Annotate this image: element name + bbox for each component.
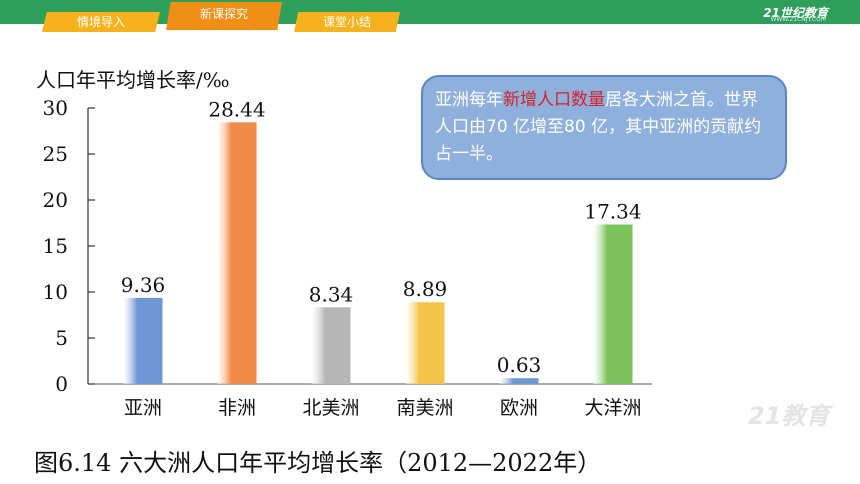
tab-summary[interactable]: 课堂小结 (294, 12, 400, 32)
watermark: 21教育 (748, 402, 830, 430)
callout-highlight: 新增人口数量 (503, 90, 605, 110)
bar-0 (123, 297, 163, 384)
y-axis: 0 5 10 15 20 25 30 (43, 96, 652, 396)
figure-caption: 图6.14 六大洲人口年平均增长率（2012—2022年） (34, 449, 602, 477)
category-label: 南美洲 (396, 397, 453, 419)
bar-value-label: 17.34 (584, 199, 641, 223)
y-tick-label: 0 (55, 372, 68, 396)
y-tick-label: 20 (43, 188, 68, 212)
category-label: 北美洲 (302, 397, 359, 419)
bar-3 (405, 302, 445, 384)
bar-5 (593, 224, 633, 384)
callout-box: 亚洲每年新增人口数量居各大洲之首。世界人口由70 亿增至80 亿，其中亚洲的贡献… (421, 75, 787, 180)
y-tick-label: 15 (43, 234, 68, 258)
bar-value-label: 9.36 (121, 273, 166, 297)
bar-value-label: 28.44 (208, 97, 265, 121)
bar-value-label: 0.63 (497, 353, 542, 377)
y-tick-label: 5 (55, 326, 68, 350)
y-tick-label: 25 (43, 142, 68, 166)
category-label: 亚洲 (124, 397, 162, 419)
bar-value-label: 8.89 (403, 277, 448, 301)
callout-text-post: 居各大洲之首。世界人口由70 亿增至80 亿，其中亚洲的贡献约占一半。 (435, 90, 762, 164)
category-label: 大洋洲 (584, 397, 641, 419)
bar-chart: 0 5 10 15 20 25 30 9.36 亚洲 28.44 非洲 8.34 北美洲 8.89 南美洲… (43, 96, 652, 419)
bar-2 (311, 307, 351, 384)
y-tick-label: 30 (43, 96, 68, 120)
bar-1 (217, 122, 257, 385)
brand-subtitle: WWW.21CNJY.COM (770, 16, 826, 23)
category-label: 非洲 (218, 397, 256, 419)
bar-4 (499, 378, 539, 384)
tab-intro[interactable]: 情境导入 (42, 12, 160, 32)
brand-logo: 21世纪教育 (763, 6, 828, 20)
bar-value-label: 8.34 (309, 282, 354, 306)
callout-text-pre: 亚洲每年 (435, 90, 503, 110)
category-label: 欧洲 (500, 397, 538, 419)
y-axis-title: 人口年平均增长率/‰ (36, 68, 230, 92)
tab-explore[interactable]: 新课探究 (166, 2, 282, 30)
y-tick-label: 10 (43, 280, 68, 304)
bars: 9.36 亚洲 28.44 非洲 8.34 北美洲 8.89 南美洲 0.63 欧洲 17.34 大洋… (121, 97, 642, 419)
